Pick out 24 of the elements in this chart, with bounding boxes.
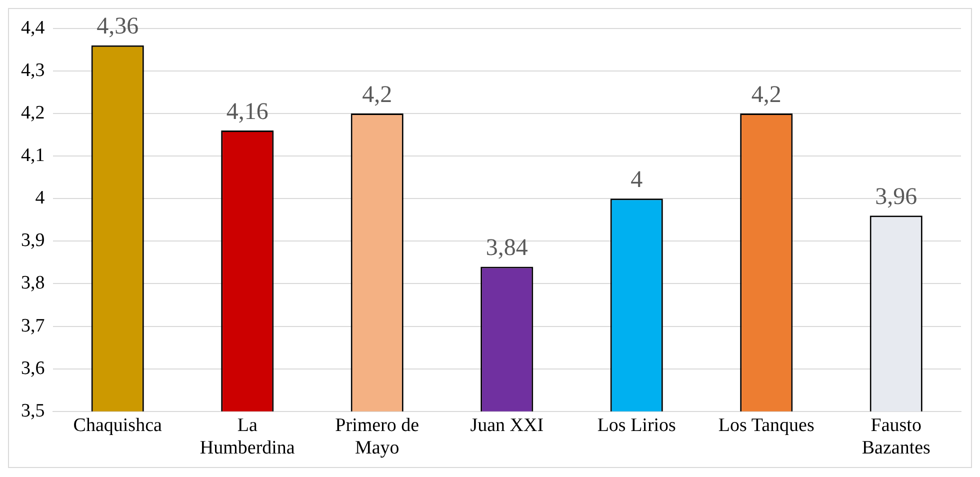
data-label: 4,16 [226,98,268,125]
data-label: 4,2 [362,82,392,108]
x-tick-label: Los Lirios [597,414,676,436]
y-tick-label: 4 [35,188,46,209]
x-tick-label: Fausto Bazantes [862,414,930,459]
data-label: 4,2 [751,82,782,108]
y-tick-label: 3,7 [21,315,45,336]
x-tick-label: Juan XXI [470,414,544,436]
y-tick-label: 4,4 [21,17,46,38]
data-label: 3,84 [486,235,528,262]
data-label: 3,96 [875,184,918,210]
y-tick-label: 4,2 [21,102,45,124]
x-tick-label: La Humberdina [200,414,296,459]
data-label: 4,36 [96,14,139,40]
y-tick-label: 4,1 [21,145,45,166]
x-tick-label: Primero de Mayo [335,414,420,459]
y-tick-label: 3,8 [21,272,45,294]
y-tick-label: 3,5 [21,400,45,422]
data-label: 4 [630,166,643,193]
y-tick-label: 4,3 [21,60,45,81]
x-tick-label: Chaquishca [73,414,163,436]
y-tick-label: 3,9 [21,230,45,252]
x-tick-label: Los Tanques [718,414,814,436]
y-tick-label: 3,6 [21,358,45,379]
